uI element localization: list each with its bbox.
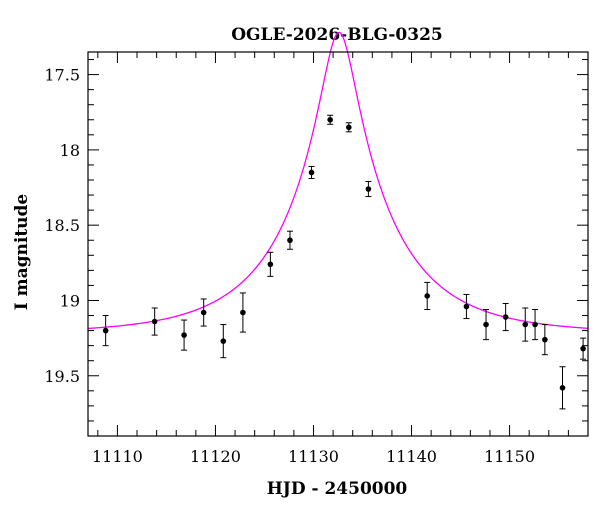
y-axis-title: I magnitude (12, 194, 32, 311)
data-point (559, 366, 566, 410)
data-point (286, 230, 293, 250)
y-tick-label: 18.5 (44, 216, 80, 235)
data-point (424, 281, 431, 311)
point-marker (522, 321, 529, 328)
data-point (200, 298, 207, 327)
data-point (522, 307, 529, 342)
data-point (502, 302, 509, 332)
data-point (580, 337, 587, 360)
x-tick-label: 11130 (288, 447, 339, 466)
x-tick-label: 11110 (92, 447, 143, 466)
data-point (181, 319, 188, 351)
point-marker (220, 338, 227, 344)
data-point (267, 251, 274, 277)
point-marker (483, 321, 489, 328)
tick-labels: 11110 11120 11130 11140 11150 17.5 18 18.5 19 19.… (44, 66, 535, 466)
point-marker (463, 303, 470, 310)
point-marker (287, 237, 293, 244)
data-point (239, 292, 246, 333)
plot-frame (87, 51, 589, 437)
data-point (308, 165, 315, 179)
point-marker (327, 116, 333, 123)
x-tick-label: 11120 (190, 447, 241, 466)
axis-ticks (88, 52, 589, 437)
model-curve (87, 31, 589, 330)
point-marker (532, 321, 538, 328)
data-point (345, 122, 352, 133)
data-point (327, 114, 334, 125)
data-point (463, 293, 470, 320)
chart-title: OGLE-2026-BLG-0325 (231, 25, 443, 45)
y-tick-label: 18 (60, 141, 80, 160)
point-marker (151, 318, 158, 325)
y-tick-label: 19.5 (44, 367, 80, 386)
point-marker (559, 385, 566, 391)
y-tick-label: 19 (60, 291, 80, 310)
point-marker (240, 309, 246, 316)
point-marker (345, 124, 352, 131)
point-marker (200, 309, 207, 316)
point-marker (365, 186, 372, 192)
data-point (220, 324, 227, 359)
data-point (151, 307, 158, 336)
x-tick-label: 11150 (484, 447, 535, 466)
x-tick-label: 11140 (386, 447, 437, 466)
data-point (541, 324, 548, 356)
x-axis-title: HJD - 2450000 (267, 479, 408, 499)
point-marker (181, 332, 187, 338)
data-point (483, 309, 490, 341)
point-marker (542, 336, 548, 343)
data-point (532, 309, 539, 341)
point-marker (502, 314, 509, 320)
point-marker (267, 261, 274, 268)
point-marker (308, 169, 315, 176)
point-marker (424, 293, 431, 299)
data-points (102, 114, 587, 410)
data-point (365, 181, 372, 198)
point-marker (580, 345, 586, 352)
data-point (102, 315, 109, 347)
y-tick-label: 17.5 (44, 66, 80, 85)
point-marker (102, 327, 109, 334)
